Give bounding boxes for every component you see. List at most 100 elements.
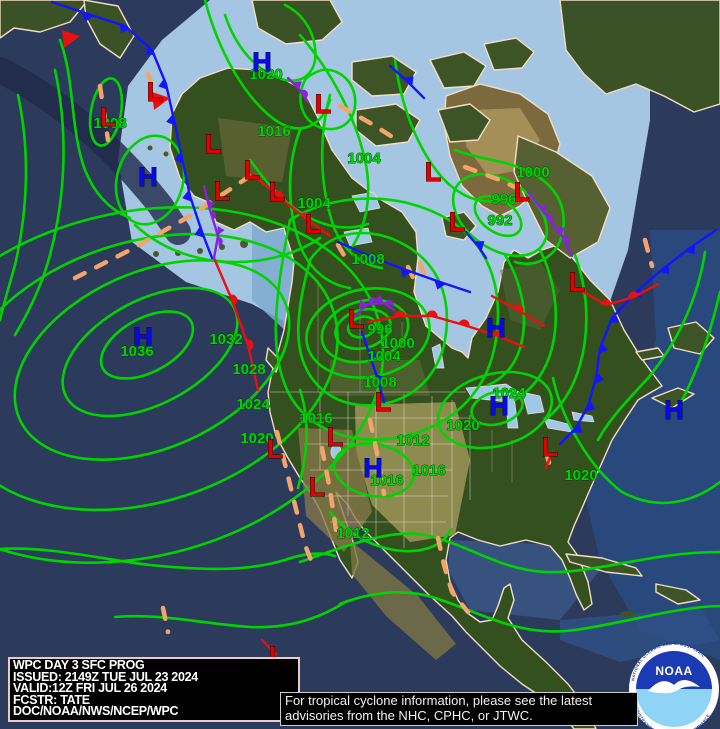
- low-pressure-center: L: [305, 209, 322, 239]
- isobar-value-label: 1004: [367, 348, 401, 365]
- isobar-line: [338, 591, 720, 633]
- warm-front: [250, 172, 332, 238]
- occluded-front: [202, 184, 225, 260]
- isobar-value-label: 1032: [209, 331, 242, 348]
- cold-front: [50, 0, 214, 260]
- low-pressure-center: L: [348, 304, 365, 334]
- warm-front: [366, 310, 526, 349]
- southwest-desert: [298, 428, 372, 552]
- aleutian-island: [153, 251, 159, 257]
- tropical-notice-line: advisories from the NHC, CPHC, or JTWC.: [285, 707, 533, 723]
- isobar-labels-layer: 1008102010161004100410081000996992103610…: [93, 66, 598, 543]
- siberia-corner: [0, 0, 89, 39]
- isobar-value-label: 1012: [336, 525, 369, 542]
- isobar-line: [299, 68, 357, 131]
- high-pressure-center: H: [489, 391, 509, 421]
- fronts-group: [50, 0, 718, 656]
- isobar-line: [13, 258, 291, 462]
- trough-line: [337, 103, 397, 141]
- isobar-value-label: 1016: [370, 472, 403, 489]
- isobar-value-label: 1024: [492, 385, 526, 402]
- low-pressure-center: L: [449, 207, 466, 237]
- low-pressure-center: L: [244, 155, 261, 185]
- isobar-line: [486, 253, 526, 387]
- front-flag: [62, 30, 80, 48]
- low-pressure-center: L: [267, 434, 284, 464]
- isobar-value-label: 1016: [299, 410, 332, 427]
- isobar-line: [13, 68, 65, 337]
- low-pressure-center: L: [147, 77, 164, 107]
- noaa-logo-sky: [636, 651, 712, 689]
- occluded-front: [286, 76, 310, 104]
- isobar-line: [551, 376, 720, 505]
- kodiak-island: [240, 240, 248, 248]
- isobar-line: [513, 248, 558, 402]
- isobar-value-label: 992: [487, 212, 512, 229]
- trough-line: [462, 164, 520, 191]
- info-box-line: VALID:12Z FRI JUL 26 2024: [13, 681, 167, 696]
- isobar-line: [473, 194, 523, 238]
- low-pressure-center: L: [375, 387, 392, 417]
- lake-huron: [521, 391, 545, 415]
- low-pressure-center: L: [214, 176, 231, 206]
- isobar-value-label: 1020: [249, 66, 282, 83]
- noaa-logo: NOAA NATIONAL OCEANIC AND ATMOSPHERIC AD…: [629, 641, 719, 729]
- isobar-value-label: 1004: [347, 150, 381, 167]
- cold-front: [558, 228, 718, 446]
- low-pressure-center: L: [425, 157, 442, 187]
- cold-front: [360, 330, 386, 404]
- info-box-line: ISSUED: 2149Z TUE JUL 23 2024: [13, 669, 198, 684]
- isobar-value-label: 1004: [297, 195, 331, 212]
- hispaniola: [655, 583, 701, 605]
- arctic-island: [429, 51, 487, 89]
- aleutian-island: [197, 248, 203, 254]
- warm-front: [578, 282, 660, 307]
- isobar-value-label: 1008: [351, 251, 384, 268]
- isobar-line: [298, 532, 720, 574]
- high-pressure-center: H: [252, 47, 272, 77]
- info-box-line: FCSTR: TATE: [13, 692, 90, 707]
- mexico-plateau: [350, 540, 456, 660]
- low-pressure-center: L: [315, 89, 332, 119]
- trough-line: [160, 605, 171, 635]
- chukotka: [251, 0, 343, 45]
- isobar-line: [298, 33, 370, 252]
- arctic-landmass: [559, 0, 720, 113]
- quebec-tundra: [500, 262, 560, 330]
- high-pressure-center: H: [133, 322, 153, 352]
- isobar-line: [296, 231, 449, 407]
- isobar-value-label: 1000: [516, 164, 549, 181]
- isobar-value-label: 1016: [412, 462, 445, 479]
- isobar-line: [113, 599, 349, 629]
- trough-line: [274, 429, 316, 568]
- isobar-value-label: 1028: [232, 361, 265, 378]
- low-pressure-center: L: [569, 267, 586, 297]
- cuba: [565, 553, 643, 577]
- pribilof-island: [147, 145, 153, 151]
- noaa-logo-sea: [636, 689, 712, 727]
- forecast-info-box: WPC DAY 3 SFC PROG ISSUED: 2149Z TUE JUL …: [8, 657, 300, 722]
- warm-front: [212, 256, 260, 392]
- isobar-value-label: 1024: [236, 396, 270, 413]
- isobar-value-label: 1036: [120, 343, 153, 360]
- noaa-logo-text: NOAA: [655, 664, 692, 678]
- warm-front: [260, 638, 278, 656]
- low-pressure-center: L: [542, 432, 559, 462]
- isobar-value-label: 1020: [564, 467, 597, 484]
- isobar-line: [133, 223, 322, 264]
- cold-front: [388, 64, 426, 100]
- isobar-line: [0, 93, 28, 322]
- front-flag: [152, 92, 170, 110]
- isobar-value-label: 1012: [396, 432, 429, 449]
- isobar-value-label: 1020: [446, 417, 479, 434]
- high-pressure-center: H: [486, 313, 506, 343]
- isobar-line: [470, 389, 524, 427]
- high-pressure-center: H: [363, 453, 383, 483]
- low-pressure-center: L: [309, 472, 326, 502]
- trough-line: [367, 417, 387, 497]
- isobar-line: [288, 128, 352, 290]
- isobar-line: [333, 442, 415, 498]
